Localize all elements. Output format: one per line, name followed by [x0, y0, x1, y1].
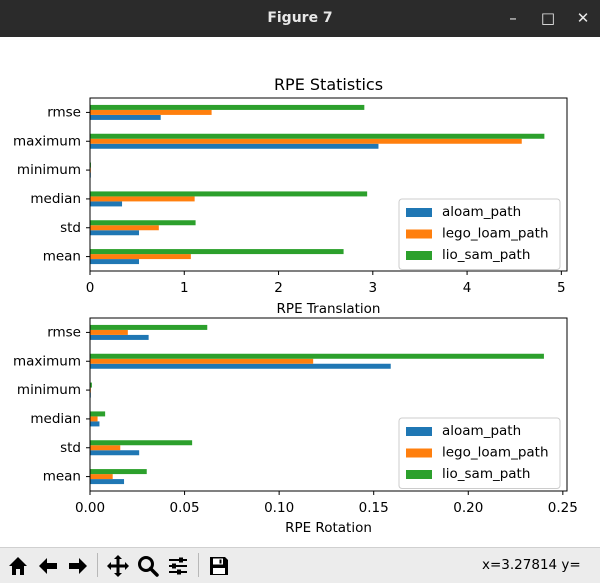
y-tick-label-std: std: [60, 220, 81, 236]
bar-aloam_path-std: [90, 230, 140, 236]
bar-aloam_path-rmse: [90, 334, 149, 340]
x-tick-label: 2: [274, 280, 283, 296]
bar-lego_loam_path-std: [90, 445, 121, 451]
legend-swatch-lio_sam_path: [406, 470, 432, 479]
legend-swatch-aloam_path: [406, 427, 432, 436]
x-tick-label: 0.25: [548, 500, 578, 516]
bar-aloam_path-std: [90, 450, 140, 456]
bar-lego_loam_path-median: [90, 416, 98, 422]
legend-swatch-lego_loam_path: [406, 229, 432, 239]
chart-title: RPE Statistics: [274, 75, 383, 94]
x-tick-label: 0.10: [264, 500, 294, 516]
x-axis-label: RPE Rotation: [285, 520, 372, 536]
zoom-button[interactable]: [134, 552, 162, 580]
bar-lego_loam_path-mean: [90, 474, 113, 480]
y-tick-label-std: std: [60, 440, 81, 456]
bar-lio_sam_path-rmse: [90, 104, 365, 110]
bar-lio_sam_path-std: [90, 440, 193, 446]
bar-lio_sam_path-median: [90, 411, 106, 417]
bar-lego_loam_path-rmse: [90, 329, 128, 335]
arrow-right-icon: [69, 558, 87, 574]
y-tick-label-maximum: maximum: [13, 353, 81, 369]
bar-aloam_path-median: [90, 201, 123, 207]
x-tick-label: 0.05: [170, 500, 200, 516]
bar-lio_sam_path-std: [90, 220, 196, 226]
subplots-button[interactable]: [164, 552, 192, 580]
y-tick-label-minimum: minimum: [17, 162, 81, 178]
navigation-toolbar: x=3.27814 y=: [0, 547, 600, 583]
legend-swatch-lego_loam_path: [406, 448, 432, 458]
x-tick-label: 5: [557, 280, 566, 296]
bar-aloam_path-rmse: [90, 114, 161, 120]
y-tick-label-maximum: maximum: [13, 133, 81, 149]
legend-label-aloam_path: aloam_path: [442, 423, 521, 439]
bar-lego_loam_path-maximum: [90, 358, 314, 364]
legend-label-lio_sam_path: lio_sam_path: [442, 466, 530, 482]
y-tick-label-mean: mean: [43, 249, 81, 265]
bar-lio_sam_path-minimum: [90, 382, 92, 388]
save-button[interactable]: [205, 552, 233, 580]
forward-button[interactable]: [64, 552, 92, 580]
y-tick-label-rmse: rmse: [47, 104, 81, 120]
cursor-coordinates: x=3.27814 y=: [482, 557, 581, 573]
floppy-icon: [210, 557, 228, 575]
bar-lio_sam_path-median: [90, 191, 368, 197]
toolbar-separator: [198, 553, 199, 577]
bar-aloam_path-maximum: [90, 363, 391, 369]
legend-label-lego_loam_path: lego_loam_path: [442, 226, 549, 242]
arrow-left-icon: [39, 558, 57, 574]
figure-plot: mean std median minimum maximum rmse 0 1 2 3 4 5 RPE…: [13, 75, 578, 536]
y-tick-label-median: median: [30, 191, 81, 207]
title-bar: Figure 7 – □ ✕: [0, 0, 600, 37]
home-icon: [9, 557, 27, 575]
bar-aloam_path-mean: [90, 259, 140, 265]
x-tick-label: 0.00: [75, 500, 105, 516]
pan-button[interactable]: [104, 552, 132, 580]
bar-lio_sam_path-maximum: [90, 133, 545, 139]
x-axis-label: RPE Translation: [277, 301, 381, 317]
bar-aloam_path-maximum: [90, 143, 379, 149]
back-button[interactable]: [34, 552, 62, 580]
move-icon: [107, 555, 129, 577]
figure-canvas[interactable]: mean std median minimum maximum rmse 0 1 2 3 4 5 RPE…: [0, 37, 600, 547]
axes-frame: [89, 97, 568, 272]
legend-label-lio_sam_path: lio_sam_path: [442, 247, 530, 263]
bar-aloam_path-median: [90, 421, 100, 427]
y-tick-label-median: median: [30, 411, 81, 427]
sliders-icon: [169, 557, 187, 575]
legend-label-aloam_path: aloam_path: [442, 204, 521, 220]
y-tick-label-mean: mean: [43, 469, 81, 485]
x-tick-label: 0: [86, 280, 95, 296]
window-title: Figure 7: [267, 10, 333, 26]
x-tick-label: 1: [180, 280, 189, 296]
bar-lego_loam_path-median: [90, 196, 195, 202]
magnifier-icon: [138, 556, 159, 577]
legend-label-lego_loam_path: lego_loam_path: [442, 445, 549, 461]
x-tick-label: 0.15: [359, 500, 389, 516]
y-tick-label-minimum: minimum: [17, 382, 81, 398]
bar-lio_sam_path-mean: [90, 469, 147, 475]
bar-lego_loam_path-rmse: [90, 109, 212, 115]
minimize-button[interactable]: –: [509, 9, 517, 27]
bar-lio_sam_path-maximum: [90, 353, 544, 359]
bar-lego_loam_path-std: [90, 225, 159, 231]
x-tick-label: 3: [369, 280, 378, 296]
x-tick-label: 0.20: [453, 500, 483, 516]
maximize-button[interactable]: □: [540, 9, 556, 27]
bar-aloam_path-mean: [90, 479, 125, 485]
y-tick-label-rmse: rmse: [47, 324, 81, 340]
bar-lego_loam_path-mean: [90, 254, 191, 260]
bar-lio_sam_path-mean: [90, 249, 344, 255]
close-button[interactable]: ✕: [576, 9, 590, 27]
legend-box: [398, 198, 561, 270]
toolbar-separator: [97, 553, 98, 577]
x-tick-label: 4: [463, 280, 472, 296]
bar-lego_loam_path-maximum: [90, 138, 522, 144]
legend-swatch-lio_sam_path: [406, 251, 432, 260]
legend-box: [398, 417, 561, 489]
bar-lio_sam_path-rmse: [90, 324, 208, 330]
axes-frame: [89, 317, 568, 492]
legend-swatch-aloam_path: [406, 208, 432, 217]
home-button[interactable]: [4, 552, 32, 580]
